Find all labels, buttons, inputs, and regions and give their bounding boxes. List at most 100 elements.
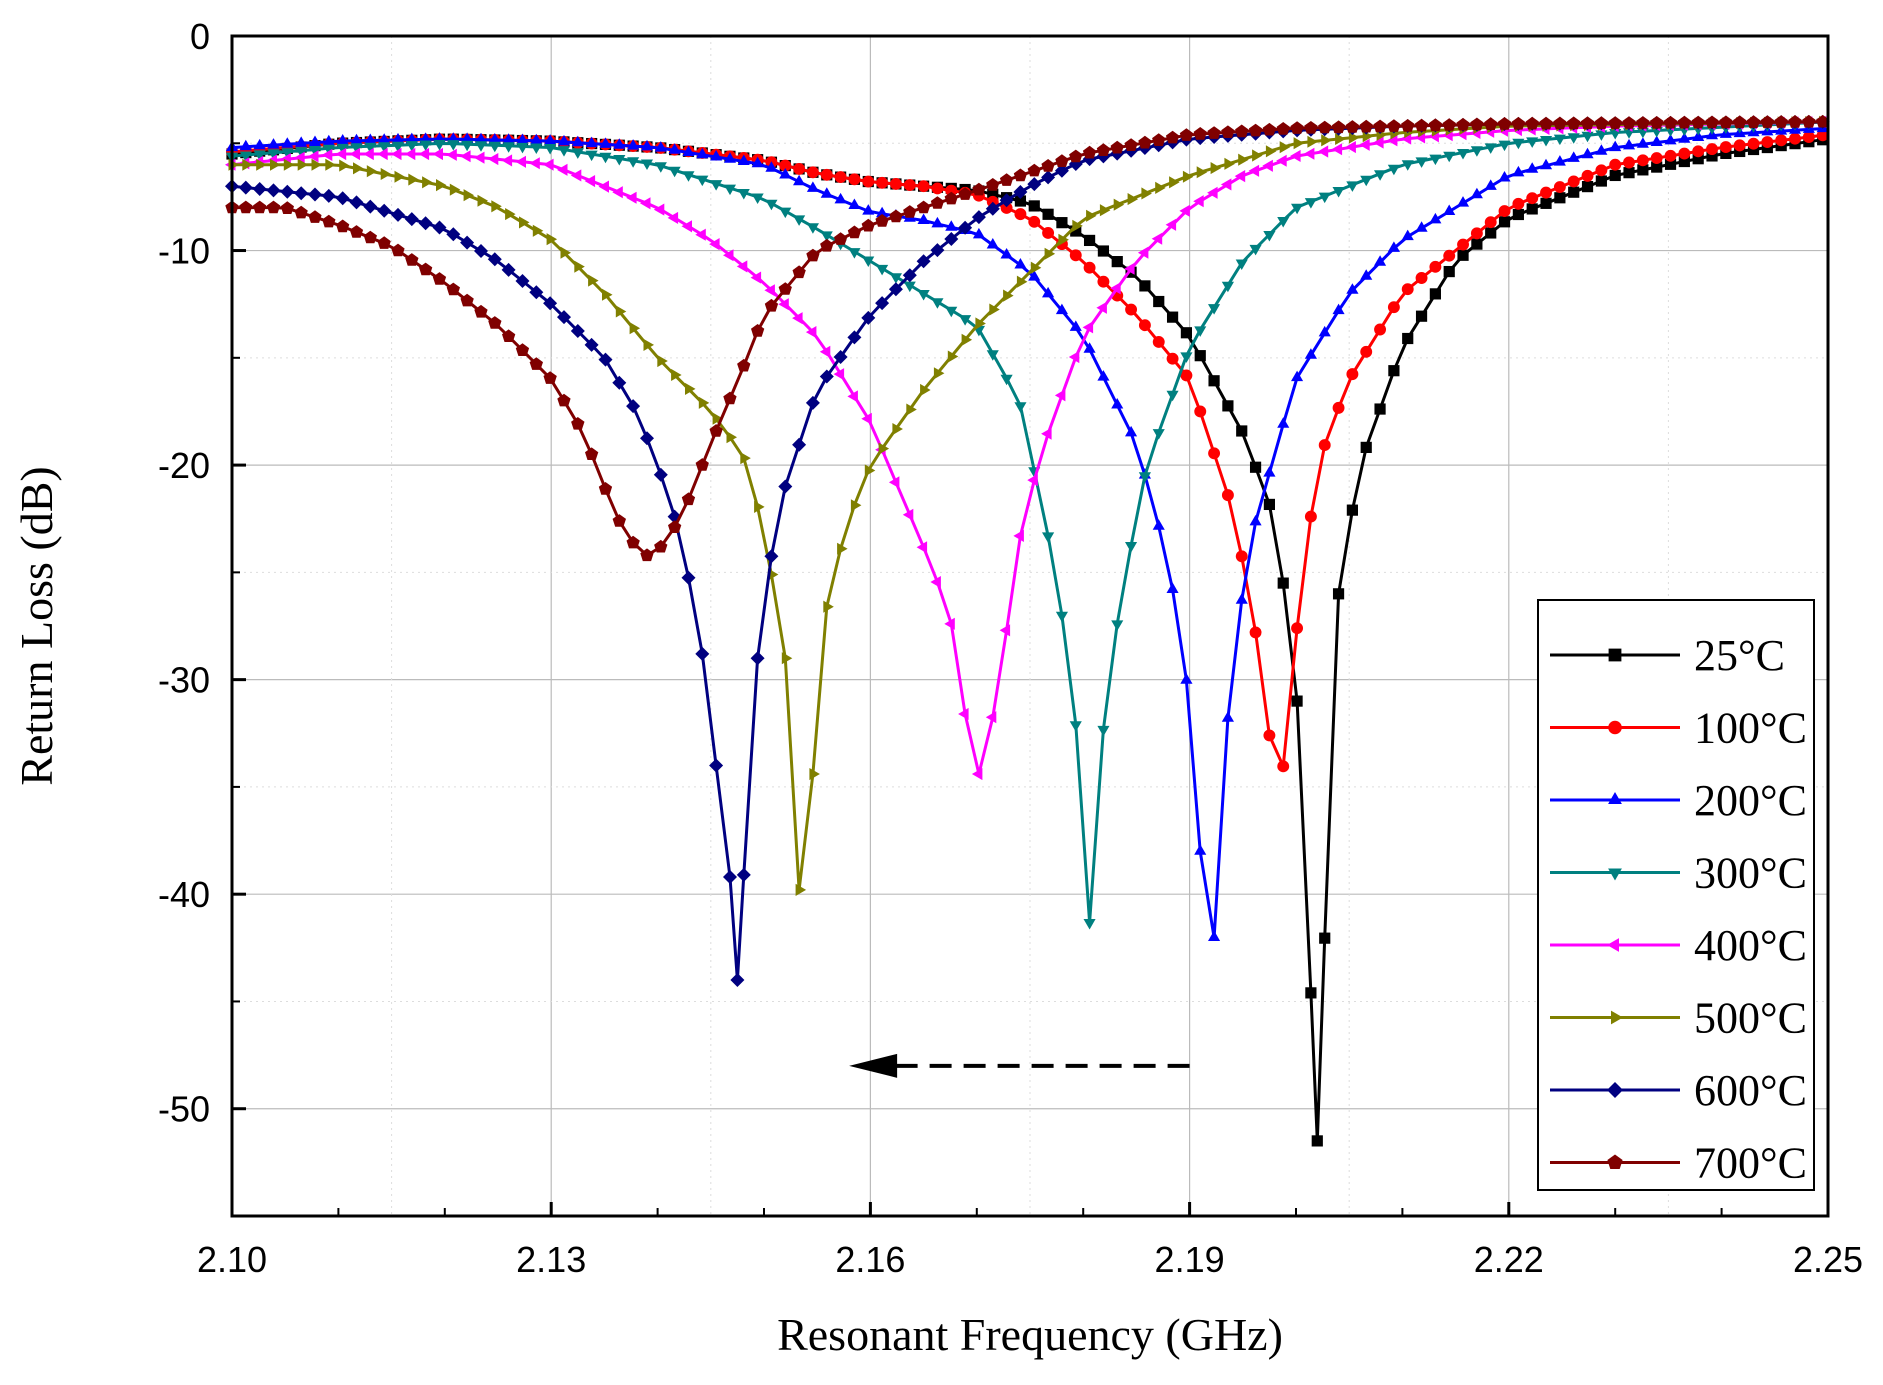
data-point xyxy=(1663,115,1678,129)
data-point xyxy=(657,355,668,368)
data-point xyxy=(1346,504,1358,516)
y-tick-label: -50 xyxy=(158,1089,210,1130)
data-point xyxy=(1249,514,1262,526)
data-point xyxy=(1457,238,1469,251)
data-point xyxy=(339,159,350,172)
data-point xyxy=(944,232,959,246)
data-point xyxy=(1291,622,1304,635)
data-point xyxy=(1470,146,1483,157)
data-point xyxy=(1304,510,1317,523)
data-point xyxy=(972,227,985,239)
data-point xyxy=(848,173,861,186)
data-point xyxy=(751,324,765,337)
data-point xyxy=(875,296,890,311)
data-point xyxy=(1013,185,1028,199)
data-point xyxy=(488,133,501,144)
data-point xyxy=(947,350,959,363)
data-point xyxy=(1000,202,1013,214)
data-point xyxy=(1044,247,1056,260)
data-point xyxy=(795,883,807,896)
data-point xyxy=(1706,143,1718,156)
data-point xyxy=(432,147,443,161)
data-point xyxy=(380,167,392,180)
data-point xyxy=(667,211,679,224)
data-point xyxy=(1151,232,1163,245)
data-point xyxy=(627,157,640,168)
data-point xyxy=(432,272,447,285)
data-point xyxy=(378,133,391,144)
data-point xyxy=(806,248,820,262)
data-point xyxy=(447,140,460,151)
data-point xyxy=(1568,186,1580,198)
data-point xyxy=(1664,149,1677,162)
data-point xyxy=(294,186,309,201)
data-point xyxy=(1540,186,1552,199)
data-point xyxy=(681,492,696,506)
data-point xyxy=(778,479,793,494)
data-point xyxy=(1110,140,1124,154)
data-point xyxy=(793,215,806,226)
data-point xyxy=(1512,208,1524,221)
data-point xyxy=(322,214,336,228)
data-point xyxy=(889,209,903,223)
data-point xyxy=(1415,272,1428,284)
data-point xyxy=(253,200,267,214)
series-4 xyxy=(225,118,1829,930)
data-point xyxy=(391,147,402,161)
data-point xyxy=(544,144,557,155)
data-point xyxy=(1415,310,1428,322)
data-point xyxy=(1194,405,1207,418)
data-point xyxy=(1374,170,1387,181)
data-point xyxy=(1304,198,1317,209)
data-point xyxy=(474,141,487,152)
data-point xyxy=(308,210,322,223)
data-point xyxy=(1691,115,1705,129)
data-point xyxy=(1248,123,1263,137)
data-point xyxy=(754,500,765,513)
data-point xyxy=(364,142,377,154)
data-point xyxy=(682,145,695,156)
data-point xyxy=(436,179,447,192)
data-point xyxy=(266,183,281,198)
data-point xyxy=(864,464,876,477)
data-point xyxy=(1041,427,1052,440)
data-point xyxy=(1277,760,1290,773)
data-point xyxy=(999,193,1014,208)
data-point xyxy=(474,244,488,258)
data-point xyxy=(502,133,515,144)
data-point xyxy=(1111,256,1123,268)
data-point xyxy=(1290,121,1304,134)
data-point xyxy=(888,476,900,489)
data-point xyxy=(698,396,710,409)
data-point xyxy=(1346,283,1359,294)
data-point xyxy=(322,144,335,156)
data-point xyxy=(1678,147,1691,160)
data-point xyxy=(765,199,778,211)
data-point xyxy=(1595,164,1608,177)
series-8 xyxy=(225,114,1830,562)
data-point xyxy=(294,151,305,164)
data-point xyxy=(961,333,973,346)
data-point xyxy=(1000,248,1013,259)
y-tick-label: -20 xyxy=(158,445,210,486)
data-point xyxy=(765,161,778,172)
data-point xyxy=(654,539,668,553)
data-point xyxy=(1443,151,1456,163)
data-point xyxy=(737,358,751,372)
data-point xyxy=(1068,351,1080,364)
data-point xyxy=(834,171,847,184)
data-point xyxy=(1042,286,1055,298)
data-point xyxy=(1234,170,1246,183)
data-point xyxy=(671,368,682,381)
data-point xyxy=(1623,156,1635,169)
data-point xyxy=(1169,176,1180,189)
data-point xyxy=(750,651,765,666)
data-point xyxy=(986,178,1000,191)
data-point xyxy=(1208,304,1221,315)
data-point xyxy=(1210,162,1222,175)
data-point xyxy=(1429,212,1442,224)
data-point xyxy=(1816,114,1830,128)
data-point xyxy=(377,147,388,161)
data-point xyxy=(1166,352,1179,365)
data-point xyxy=(1429,288,1441,300)
